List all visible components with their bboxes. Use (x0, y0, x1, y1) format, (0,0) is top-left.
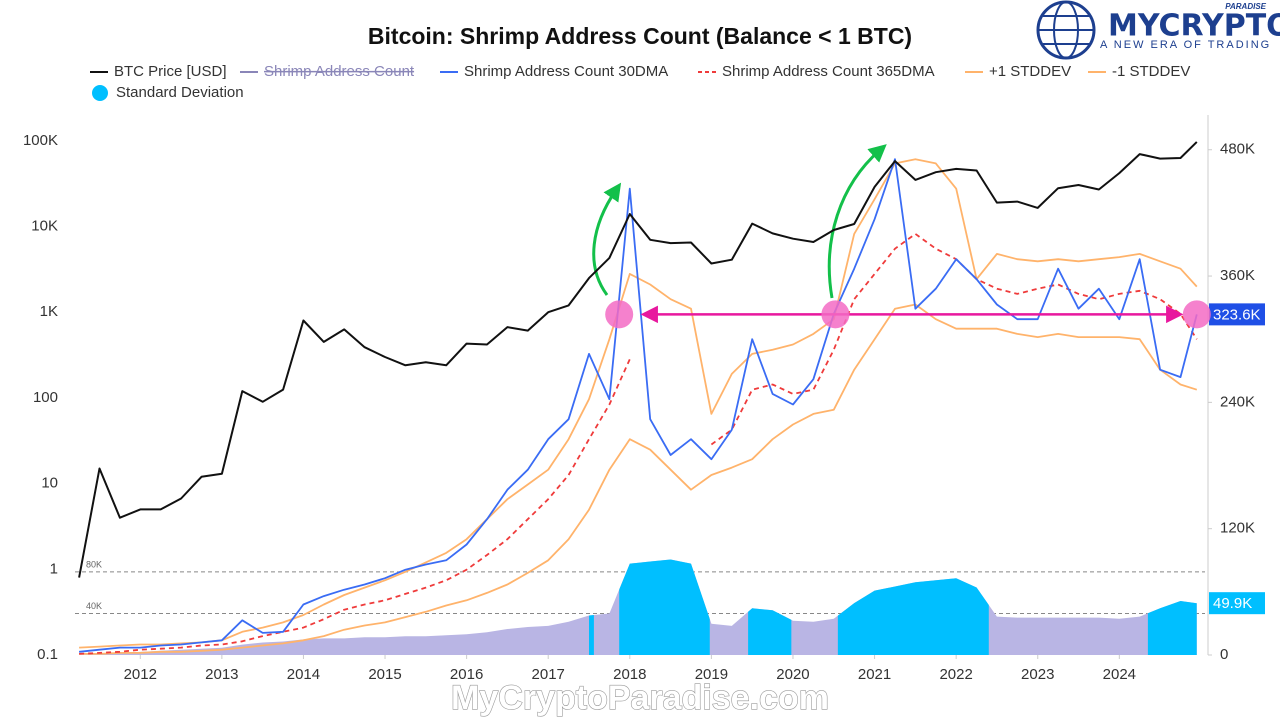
x-tick-label: 2014 (287, 666, 320, 683)
area-highlight (619, 559, 710, 655)
series-line (78, 141, 1198, 578)
y-tick-label: 100K (23, 132, 58, 149)
y-tick-label: 10 (41, 475, 58, 492)
legend-label: BTC Price [USD] (114, 63, 227, 80)
x-tick-label: 2019 (695, 666, 728, 683)
end-label-box (1209, 303, 1265, 326)
legend-label: Shrimp Address Count (264, 63, 415, 80)
marker (605, 300, 634, 329)
x-tick-label: 2012 (124, 666, 157, 683)
marker (1182, 300, 1211, 329)
area-highlight (748, 608, 792, 655)
marker (821, 300, 850, 329)
y-tick-label: 100 (33, 389, 58, 406)
x-tick-label: 2016 (450, 666, 483, 683)
y-tick-label: 1 (50, 560, 58, 577)
x-tick-label: 2022 (939, 666, 972, 683)
x-tick-label: 2024 (1103, 666, 1136, 683)
y2-tick-label: 240K (1220, 393, 1255, 410)
trend-arrow (827, 144, 887, 299)
y3-tick-label: 40K (86, 601, 102, 611)
end-label-box (1209, 592, 1265, 615)
series-line (79, 303, 1198, 655)
y2-tick-label: 0 (1220, 646, 1228, 663)
legend-swatch (92, 85, 108, 101)
legend-label: Shrimp Address Count 365DMA (722, 63, 935, 80)
x-tick-label: 2013 (205, 666, 238, 683)
logo: MYCRYPTO PARADISE A NEW ERA OF TRADING (1036, 0, 1280, 60)
x-tick-label: 2017 (532, 666, 565, 683)
y3-tick-label: 80K (86, 559, 102, 569)
brand-slogan: A NEW ERA OF TRADING (1100, 39, 1271, 51)
y2-tick-label: 480K (1220, 141, 1255, 158)
legend-label: Shrimp Address Count 30DMA (464, 63, 668, 80)
area-highlight (1147, 601, 1197, 655)
y2-tick-label: 120K (1220, 520, 1255, 537)
x-tick-label: 2018 (613, 666, 646, 683)
x-tick-label: 2015 (368, 666, 401, 683)
series-line (79, 158, 1198, 649)
legend-label: +1 STDDEV (989, 63, 1071, 80)
plot: 0.1 1 10 100 1K 10K 100K 0 120K 240K 360K 480K 40K 80… (23, 63, 1265, 683)
area-highlight (837, 578, 989, 655)
area-highlight (589, 615, 594, 655)
end-label: 323.6K (1213, 306, 1261, 323)
brand-name: MYCRYPTO (1108, 9, 1280, 44)
y-tick-label: 10K (31, 217, 58, 234)
trend-arrow (592, 182, 622, 296)
watermark: MyCryptoParadise.com (451, 679, 829, 717)
x-tick-label: 2020 (776, 666, 809, 683)
legend-label: Standard Deviation (116, 84, 244, 101)
y-tick-label: 1K (40, 303, 58, 320)
chart-title: Bitcoin: Shrimp Address Count (Balance <… (368, 23, 912, 49)
y2-tick-label: 360K (1220, 267, 1255, 284)
x-tick-label: 2021 (858, 666, 891, 683)
end-label: 49.9K (1213, 595, 1252, 612)
brand-tag: PARADISE (1225, 2, 1266, 11)
legend-label: -1 STDDEV (1112, 63, 1190, 80)
y-tick-label: 0.1 (37, 646, 58, 663)
x-tick-label: 2023 (1021, 666, 1054, 683)
